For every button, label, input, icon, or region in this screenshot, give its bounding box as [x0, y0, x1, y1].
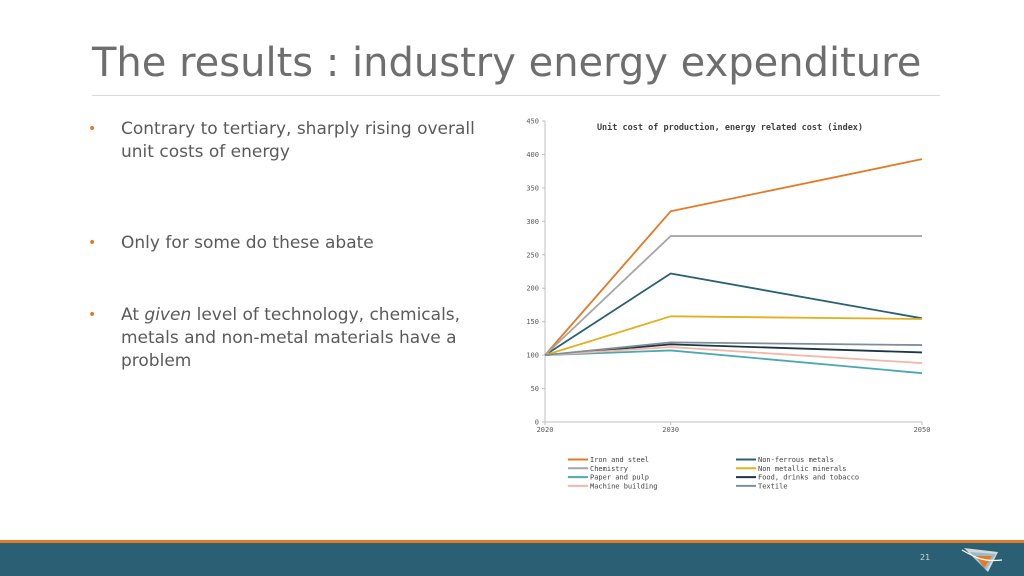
- series-line-7: [544, 346, 923, 365]
- chart-title: Unit cost of production, energy related …: [597, 122, 863, 133]
- y-tick-label: 300: [526, 218, 539, 226]
- y-tick-label: 350: [526, 184, 539, 192]
- series-line-8: [544, 341, 923, 357]
- bullet-item-3: • At given level of technology, chemical…: [88, 304, 488, 373]
- bullet-text-3-part-3: level of technology, chemicals, metals a…: [121, 305, 461, 371]
- legend-label: Iron and steel: [590, 456, 649, 464]
- bullet-marker: •: [88, 307, 97, 323]
- y-tick-label: 450: [526, 118, 539, 126]
- bullet-text-1-part-1: Contrary to tertiary, sharply rising ove…: [121, 119, 475, 162]
- x-tick-label: 2050: [914, 426, 931, 434]
- bullet-text-3-part-2: given: [144, 305, 192, 325]
- title-divider: [92, 95, 940, 96]
- footer-bar: [0, 543, 1024, 576]
- bullet-marker: •: [88, 121, 97, 137]
- series-line-2: [544, 272, 923, 356]
- bullet-marker: •: [88, 235, 97, 251]
- y-tick-label: 250: [526, 251, 539, 259]
- legend-label: Textile: [758, 482, 788, 490]
- bullet-text-3: At given level of technology, chemicals,…: [121, 304, 488, 373]
- bullet-item-1: • Contrary to tertiary, sharply rising o…: [88, 118, 488, 164]
- legend-label: Non-ferrous metals: [758, 456, 834, 464]
- legend-label: Paper and pulp: [590, 474, 649, 482]
- legend-label: Food, drinks and tobacco: [758, 474, 859, 482]
- y-tick-label: 100: [526, 352, 539, 360]
- y-tick-label: 200: [526, 285, 539, 293]
- legend-label: Chemistry: [590, 465, 628, 473]
- x-tick-label: 2030: [662, 426, 679, 434]
- line-chart: Unit cost of production, energy related …: [526, 118, 931, 491]
- bullet-text-2-part-1: Only for some do these abate: [121, 233, 374, 253]
- legend-label: Machine building: [590, 482, 657, 490]
- x-tick-label: 2020: [537, 426, 554, 434]
- bullet-text-1: Contrary to tertiary, sharply rising ove…: [121, 118, 488, 164]
- series-line-5: [544, 349, 923, 375]
- y-tick-label: 0: [535, 419, 539, 427]
- y-tick-label: 150: [526, 318, 539, 326]
- bullet-item-2: • Only for some do these abate: [88, 232, 488, 255]
- series-line-3: [544, 235, 922, 356]
- legend-label: Non metallic minerals: [758, 465, 847, 473]
- y-tick-label: 400: [526, 151, 539, 159]
- page-title: The results : industry energy expenditur…: [92, 40, 922, 86]
- series-line-1: [544, 158, 923, 356]
- logo-icon: [961, 548, 1003, 572]
- footer-accent-line: [0, 540, 1024, 543]
- y-tick-label: 50: [531, 385, 539, 393]
- bullet-text-2: Only for some do these abate: [121, 232, 488, 255]
- series-line-4: [544, 315, 923, 356]
- page-number: 21: [920, 553, 931, 562]
- bullet-text-3-part-1: At: [121, 305, 145, 325]
